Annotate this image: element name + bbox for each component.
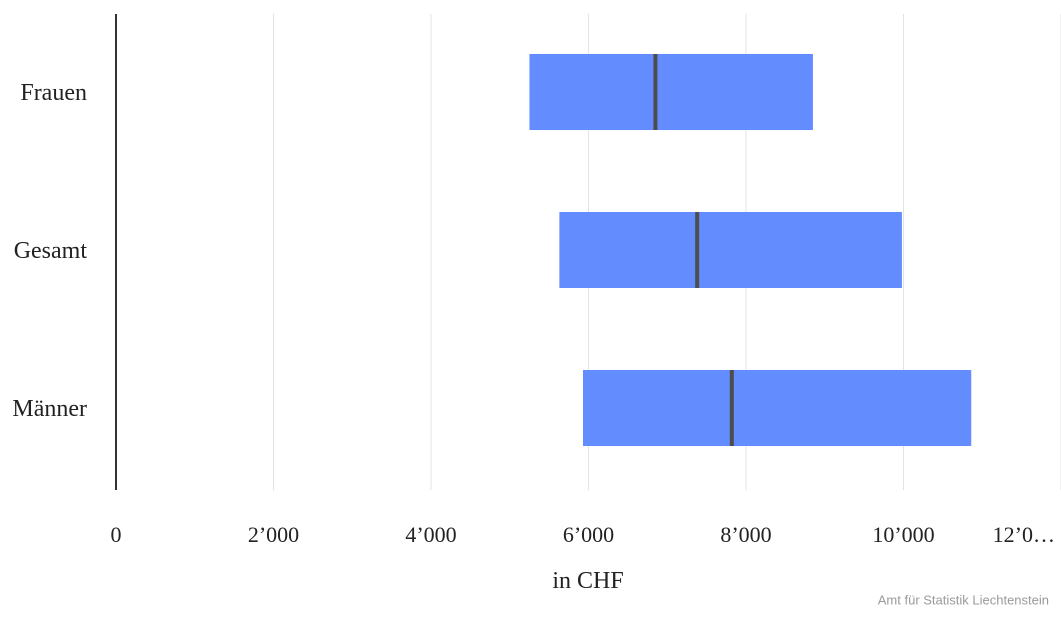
box-männer	[582, 370, 972, 446]
category-label: Männer	[12, 396, 87, 422]
category-label: Frauen	[20, 80, 87, 106]
x-axis-label: in CHF	[552, 568, 623, 594]
x-tick-label: 0	[111, 522, 122, 547]
category-labels: Frauen Gesamt Männer	[12, 80, 87, 422]
x-tick-label: 8’000	[720, 522, 771, 547]
x-tick-labels: 0 2’000 4’000 6’000 8’000 10’000 12’0…	[111, 522, 1056, 547]
boxes	[529, 54, 972, 446]
x-tick-label: 2’000	[248, 522, 299, 547]
box-frauen	[529, 54, 813, 130]
box-gesamt	[559, 212, 902, 288]
source-credit: Amt für Statistik Liechtenstein	[877, 592, 1049, 608]
x-tick-label: 4’000	[405, 522, 456, 547]
x-tick-label: 12’0…	[993, 522, 1055, 547]
x-tick-label: 6’000	[563, 522, 614, 547]
x-tick-label: 10’000	[872, 522, 934, 547]
category-label: Gesamt	[14, 238, 88, 264]
